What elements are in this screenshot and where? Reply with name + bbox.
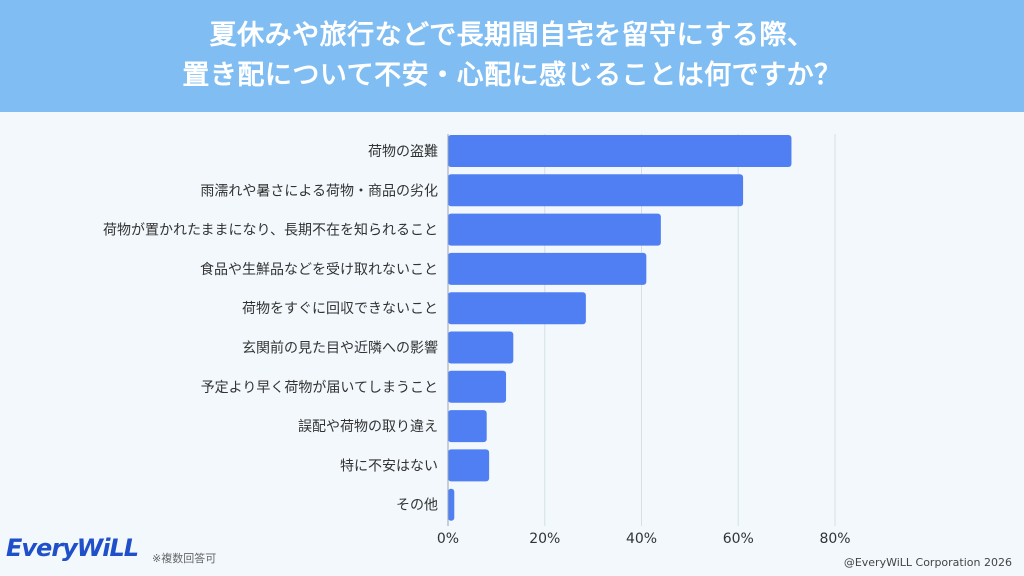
bar-2 bbox=[448, 213, 661, 246]
bar-0 bbox=[448, 135, 792, 167]
category-label-5: 玄関前の見た目や近隣への影響 bbox=[242, 340, 438, 357]
x-tick-label-20: 20% bbox=[529, 531, 560, 547]
bar-chart: 荷物の盗難雨濡れや暑さによる荷物・商品の劣化荷物が置かれたままになり、長期不在を… bbox=[103, 134, 851, 547]
bar-4 bbox=[448, 292, 586, 325]
bar-6 bbox=[448, 370, 507, 403]
bar-9 bbox=[448, 488, 455, 521]
x-tick-label-40: 40% bbox=[626, 531, 657, 547]
category-label-3: 食品や生鮮品などを受け取れないこと bbox=[200, 261, 438, 278]
x-tick-label-0: 0% bbox=[437, 531, 459, 547]
bar-1 bbox=[448, 174, 744, 207]
category-label-4: 荷物をすぐに回収できないこと bbox=[242, 301, 438, 317]
bar-7 bbox=[448, 410, 487, 443]
bar-3 bbox=[448, 252, 647, 285]
title-line-2: 置き配について不安・心配に感じることは何ですか？ bbox=[182, 60, 842, 91]
x-tick-label-80: 80% bbox=[819, 531, 850, 547]
category-label-9: その他 bbox=[396, 498, 438, 514]
bar-8 bbox=[448, 449, 490, 482]
category-label-0: 荷物の盗難 bbox=[368, 144, 438, 160]
x-tick-label-60: 60% bbox=[723, 531, 754, 547]
category-label-6: 予定より早く荷物が届いてしまうこと bbox=[201, 380, 438, 396]
category-label-8: 特に不安はない bbox=[340, 458, 438, 474]
copyright: @EveryWiLL Corporation 2026 bbox=[843, 556, 1012, 569]
company-logo: EveryWiLL bbox=[6, 534, 139, 562]
title-line-1: 夏休みや旅行などで長期間自宅を留守にする際、 bbox=[209, 20, 815, 51]
category-label-2: 荷物が置かれたままになり、長期不在を知られること bbox=[103, 222, 438, 239]
chart-title: 夏休みや旅行などで長期間自宅を留守にする際、 置き配について不安・心配に感じるこ… bbox=[0, 0, 1024, 112]
category-label-1: 雨濡れや暑さによる荷物・商品の劣化 bbox=[200, 183, 438, 199]
bar-5 bbox=[448, 331, 514, 364]
category-label-7: 誤配や荷物の取り違え bbox=[298, 419, 438, 435]
footnote: ※複数回答可 bbox=[152, 552, 217, 565]
